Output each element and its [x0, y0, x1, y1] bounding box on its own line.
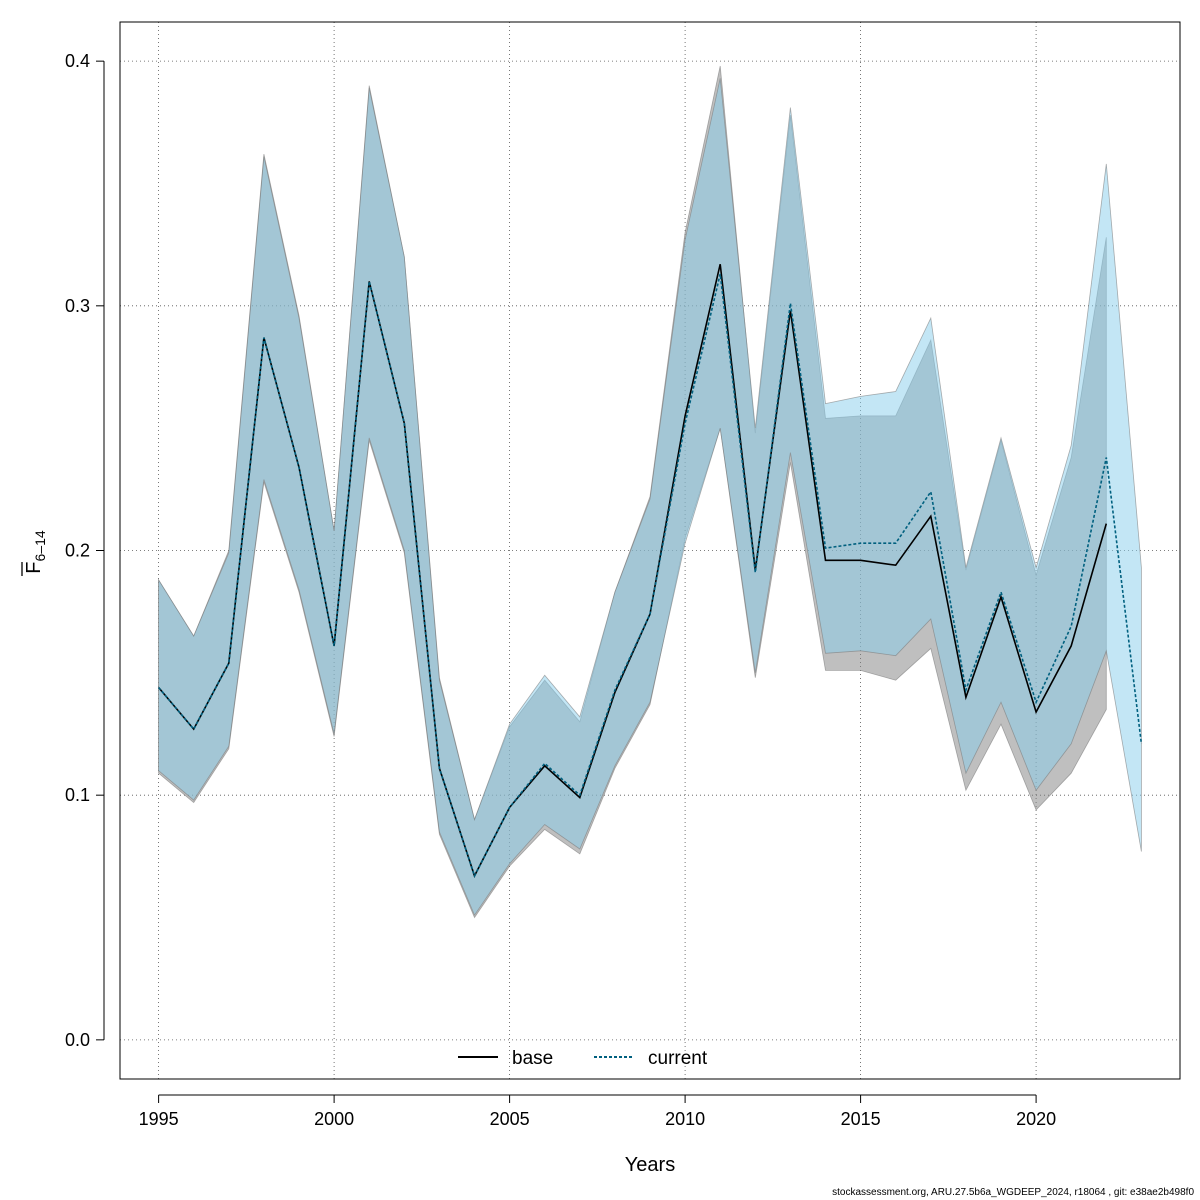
- x-tick-label-2015: 2015: [841, 1109, 881, 1129]
- svg-text:F6–14: F6–14: [23, 530, 48, 574]
- legend-current-label: current: [648, 1048, 708, 1069]
- y-axis-title: F6–14: [21, 530, 48, 576]
- legend-base-label: base: [512, 1048, 553, 1069]
- x-tick-label-1995: 1995: [139, 1109, 179, 1129]
- x-tick-label-2005: 2005: [490, 1109, 530, 1129]
- y-tick-label-3: 0.3: [65, 296, 90, 316]
- y-axis: 0.0 0.1 0.2 0.3 0.4: [65, 51, 105, 1050]
- y-tick-label-1: 0.1: [65, 785, 90, 805]
- x-tick-label-2010: 2010: [665, 1109, 705, 1129]
- x-axis: 1995 2000 2005 2010 2015 2020: [139, 1094, 1056, 1129]
- series-lines: [157, 264, 1143, 878]
- confidence-band-current: [158, 78, 1142, 916]
- legend: base current: [458, 1048, 708, 1069]
- y-tick-label-4: 0.4: [65, 51, 90, 71]
- series-line-current: [157, 273, 1143, 878]
- x-tick-label-2000: 2000: [314, 1109, 354, 1129]
- footer-credit: stockassessment.org, ARU.27.5b6a_WGDEEP_…: [832, 1187, 1194, 1198]
- y-tick-label-0: 0.0: [65, 1030, 90, 1050]
- y-axis-title-subscript: 6–14: [32, 530, 48, 561]
- x-axis-title: Years: [625, 1154, 675, 1176]
- y-axis-title-main: F: [23, 561, 45, 573]
- y-tick-label-2: 0.2: [65, 541, 90, 561]
- x-tick-label-2020: 2020: [1016, 1109, 1056, 1129]
- confidence-bands: [158, 65, 1142, 919]
- plot-frame: [119, 21, 1181, 1080]
